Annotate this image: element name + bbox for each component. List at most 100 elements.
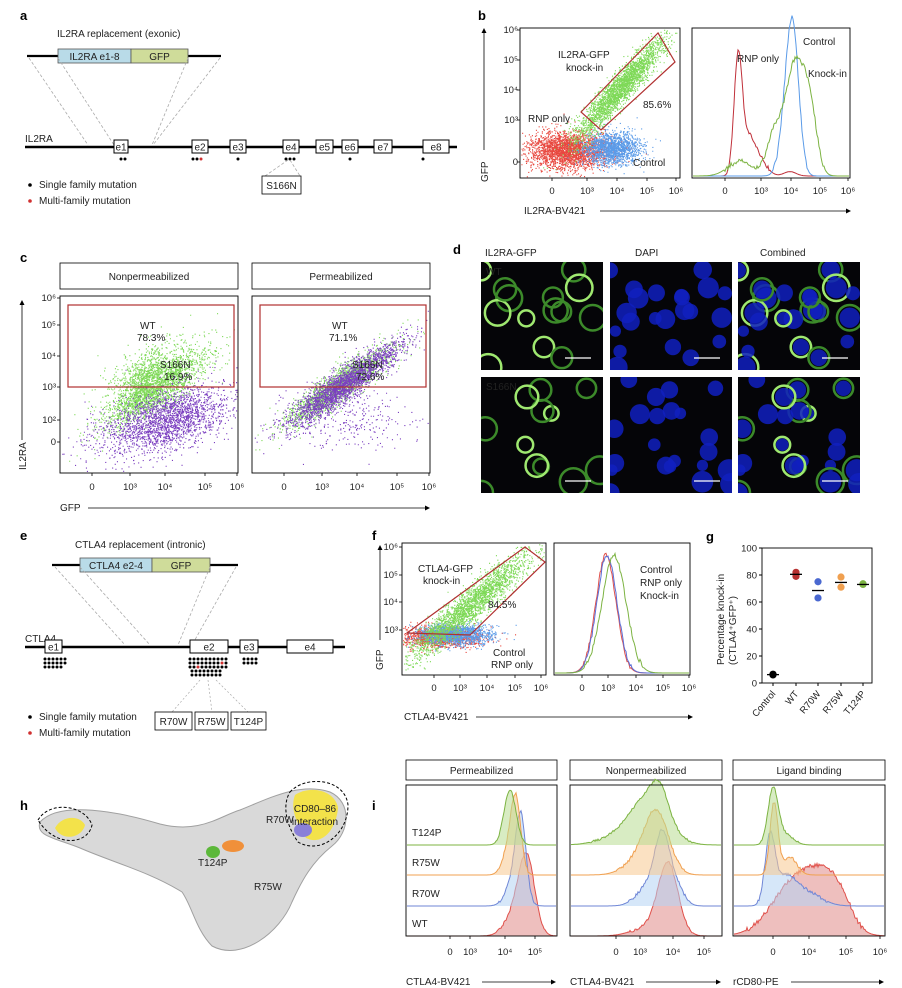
x-tick-label: 10⁵ [697,947,712,958]
single-family-mutation-dot [242,657,246,661]
column-title: IL2RA-GFP [485,248,537,259]
x-tick-label: 10⁴ [629,683,644,694]
histogram-frame [553,542,691,676]
nucleus [629,404,650,425]
nucleus [738,325,750,337]
construct-gfp-label: GFP [171,561,192,572]
single-family-mutation-dot [250,657,254,661]
single-family-mutation-dot [188,665,192,669]
mutation-label: S166N [266,181,297,192]
single-family-mutation-dot [208,657,212,661]
gfp-membrane [481,262,493,282]
single-family-mutation-dot [204,665,208,669]
mutation-label: R70W [160,717,188,728]
histogram-wt [733,861,884,937]
nucleus [649,407,666,425]
single-family-mutation-dot [242,661,246,665]
legend-dot [28,183,32,187]
mutation-label: R75W [198,717,226,728]
nucleus [790,402,809,420]
nucleus [776,312,790,325]
exon-label: e4 [304,643,316,654]
residue-label: R75W [254,882,282,893]
panel-header-label: Permeabilized [309,272,372,283]
nucleus [691,470,714,493]
x-tick-label: 10⁵ [198,482,213,493]
gfp-membrane [835,303,860,332]
legend-label: Single family mutation [39,180,137,191]
x-tick-label: 0 [722,186,727,197]
y-axis-label: (CTLA4⁺GFP⁺) [728,596,739,665]
nucleus [720,472,732,493]
gfp-membrane [798,286,822,309]
gfp-membrane [558,466,589,493]
gate-percentage: 85.6% [643,100,671,111]
gfp-membrane [481,415,499,442]
x-tick-label: 0 [281,482,286,493]
single-family-mutation-dot [198,673,202,677]
single-family-mutation-dot [204,657,208,661]
histogram-r70w [407,809,556,907]
single-family-mutation-dot [123,157,127,161]
cells [481,262,603,370]
x-tick-label: 10⁶ [873,947,888,958]
gfp-membrane [483,298,512,327]
s166n-population-points [254,310,429,455]
nucleus [801,289,818,306]
knock-in-histogram [693,54,849,177]
single-family-mutation-dot [216,661,220,665]
callout-line [171,679,201,713]
s166n-percentage: 72.6% [356,372,384,383]
single-family-mutation-dot [196,657,200,661]
homology-arm-guide [54,566,126,646]
arrowhead [551,979,556,985]
gfp-membrane [584,455,603,486]
plot-frame [761,547,873,684]
nucleus [827,442,846,461]
nucleus [819,470,842,493]
y-tick-label: 10³ [42,382,56,393]
data-point-r70w [814,578,822,586]
nucleus [738,356,756,370]
gfp-membrane [738,479,752,493]
histogram-panel-0: Permeabilized T124P R75W R70W WT 0 10³ 10⁴ 10⁵ CT… [405,759,558,988]
gfp-membrane [789,335,813,359]
nucleus [775,438,789,452]
single-family-mutation-dot [212,661,216,665]
single-family-mutation-dot [188,657,192,661]
histogram-panel-2: Ligand binding 0 10⁴ 10⁵ 10⁶ rCD80-PE [732,759,888,988]
nucleus [738,262,747,279]
micrograph-combined-wt [738,262,860,370]
single-family-mutation-dot [119,157,123,161]
mutation-box [194,711,229,731]
knock-in-gate [405,546,546,636]
y-tick-label: 10² [42,415,56,426]
single-family-mutation-dot [210,673,214,677]
nucleus [777,407,794,425]
single-family-mutation-dot [200,661,204,665]
y-tick-label: 10⁶ [504,25,519,36]
x-tick-label: 0 [89,482,94,493]
construct-title: CTLA4 replacement (intronic) [75,540,206,551]
single-family-mutation-dot [55,661,59,665]
nucleus [757,404,778,425]
control-label: Control [803,37,835,48]
homology-arm-guide [79,566,151,646]
gfp-membrane [492,277,518,302]
interaction-outline-right [285,780,349,847]
gfp-membrane [774,309,793,328]
exon-label: e2 [194,143,206,154]
single-family-mutation-dot [254,661,258,665]
gfp-membrane [771,384,797,410]
single-family-mutation-dot [190,673,194,677]
x-tick-label: 10⁵ [508,683,523,694]
nucleus [660,381,679,399]
control-label: Control [640,565,672,576]
x-tick-label: 10⁴ [784,186,799,197]
arrowhead [716,979,721,985]
single-family-mutation-dot [224,657,228,661]
gene-diagram-a: IL2RA replacement (exonic) IL2RA e1-8 GFP I… [25,29,457,207]
single-family-mutation-dot [200,657,204,661]
annotation-label: interaction [292,817,338,828]
